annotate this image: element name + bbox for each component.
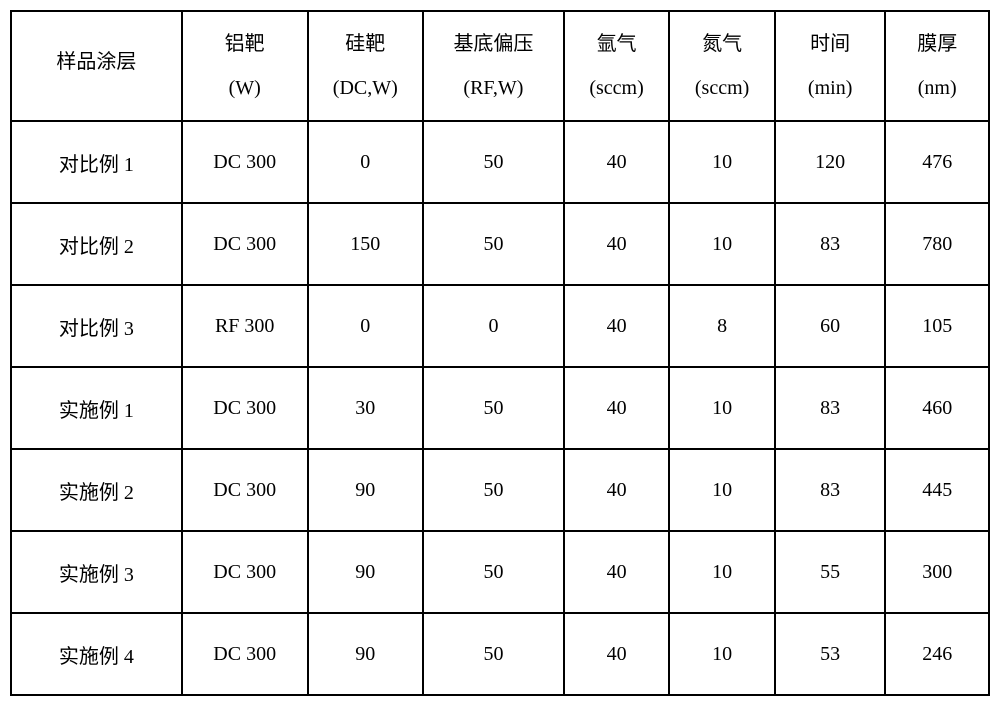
cell-sample: 实施例 1 (11, 367, 182, 449)
header-label: 硅靶 (313, 26, 419, 62)
table-row: 实施例 3 DC 300 90 50 40 10 55 300 (11, 531, 989, 613)
cell-thickness: 780 (885, 203, 989, 285)
cell-argon: 40 (564, 613, 670, 695)
header-cell-time: 时间 (min) (775, 11, 886, 121)
cell-bias: 50 (423, 449, 564, 531)
header-cell-nitrogen: 氮气 (sccm) (669, 11, 775, 121)
cell-bias: 0 (423, 285, 564, 367)
header-label: 膜厚 (890, 26, 984, 62)
header-cell-al-target: 铝靶 (W) (182, 11, 308, 121)
data-table: 样品涂层 铝靶 (W) 硅靶 (DC,W) 基底偏压 (RF,W) (10, 10, 990, 696)
cell-argon: 40 (564, 285, 670, 367)
cell-nitrogen: 10 (669, 613, 775, 695)
cell-sample: 对比例 1 (11, 121, 182, 203)
cell-thickness: 105 (885, 285, 989, 367)
cell-time: 83 (775, 203, 886, 285)
cell-bias: 50 (423, 121, 564, 203)
cell-bias: 50 (423, 367, 564, 449)
cell-al-target: DC 300 (182, 203, 308, 285)
header-unit: (RF,W) (428, 70, 559, 106)
header-unit: (nm) (890, 70, 984, 106)
cell-sample: 实施例 2 (11, 449, 182, 531)
cell-nitrogen: 10 (669, 121, 775, 203)
header-label: 基底偏压 (428, 26, 559, 62)
header-cell-sample: 样品涂层 (11, 11, 182, 121)
cell-time: 53 (775, 613, 886, 695)
cell-thickness: 246 (885, 613, 989, 695)
header-unit: (sccm) (674, 70, 770, 106)
header-unit: (sccm) (569, 70, 665, 106)
table-header: 样品涂层 铝靶 (W) 硅靶 (DC,W) 基底偏压 (RF,W) (11, 11, 989, 121)
cell-nitrogen: 8 (669, 285, 775, 367)
cell-thickness: 300 (885, 531, 989, 613)
cell-argon: 40 (564, 367, 670, 449)
cell-si-target: 0 (308, 121, 424, 203)
cell-si-target: 90 (308, 613, 424, 695)
header-label: 氮气 (674, 26, 770, 62)
cell-si-target: 90 (308, 449, 424, 531)
table-row: 实施例 2 DC 300 90 50 40 10 83 445 (11, 449, 989, 531)
table-body: 对比例 1 DC 300 0 50 40 10 120 476 对比例 2 DC… (11, 121, 989, 695)
table-row: 对比例 2 DC 300 150 50 40 10 83 780 (11, 203, 989, 285)
cell-sample: 对比例 2 (11, 203, 182, 285)
cell-al-target: RF 300 (182, 285, 308, 367)
cell-time: 60 (775, 285, 886, 367)
header-cell-thickness: 膜厚 (nm) (885, 11, 989, 121)
cell-bias: 50 (423, 613, 564, 695)
cell-sample: 实施例 3 (11, 531, 182, 613)
header-label: 铝靶 (187, 26, 303, 62)
cell-sample: 实施例 4 (11, 613, 182, 695)
header-unit: (min) (780, 70, 881, 106)
header-label: 时间 (780, 26, 881, 62)
header-cell-argon: 氩气 (sccm) (564, 11, 670, 121)
cell-sample: 对比例 3 (11, 285, 182, 367)
cell-thickness: 460 (885, 367, 989, 449)
cell-si-target: 30 (308, 367, 424, 449)
cell-argon: 40 (564, 203, 670, 285)
cell-nitrogen: 10 (669, 367, 775, 449)
cell-bias: 50 (423, 203, 564, 285)
cell-argon: 40 (564, 449, 670, 531)
cell-thickness: 476 (885, 121, 989, 203)
cell-al-target: DC 300 (182, 613, 308, 695)
header-unit: (DC,W) (313, 70, 419, 106)
cell-bias: 50 (423, 531, 564, 613)
cell-nitrogen: 10 (669, 531, 775, 613)
cell-si-target: 150 (308, 203, 424, 285)
table-row: 实施例 1 DC 300 30 50 40 10 83 460 (11, 367, 989, 449)
cell-al-target: DC 300 (182, 121, 308, 203)
cell-al-target: DC 300 (182, 367, 308, 449)
cell-si-target: 90 (308, 531, 424, 613)
cell-al-target: DC 300 (182, 531, 308, 613)
header-row: 样品涂层 铝靶 (W) 硅靶 (DC,W) 基底偏压 (RF,W) (11, 11, 989, 121)
cell-nitrogen: 10 (669, 449, 775, 531)
header-cell-si-target: 硅靶 (DC,W) (308, 11, 424, 121)
cell-argon: 40 (564, 531, 670, 613)
table-row: 对比例 1 DC 300 0 50 40 10 120 476 (11, 121, 989, 203)
cell-argon: 40 (564, 121, 670, 203)
cell-thickness: 445 (885, 449, 989, 531)
header-label: 样品涂层 (16, 44, 177, 80)
cell-time: 55 (775, 531, 886, 613)
cell-time: 83 (775, 367, 886, 449)
table-row: 对比例 3 RF 300 0 0 40 8 60 105 (11, 285, 989, 367)
cell-nitrogen: 10 (669, 203, 775, 285)
table-row: 实施例 4 DC 300 90 50 40 10 53 246 (11, 613, 989, 695)
header-cell-bias: 基底偏压 (RF,W) (423, 11, 564, 121)
cell-si-target: 0 (308, 285, 424, 367)
header-label: 氩气 (569, 26, 665, 62)
cell-time: 120 (775, 121, 886, 203)
header-unit: (W) (187, 70, 303, 106)
cell-time: 83 (775, 449, 886, 531)
cell-al-target: DC 300 (182, 449, 308, 531)
